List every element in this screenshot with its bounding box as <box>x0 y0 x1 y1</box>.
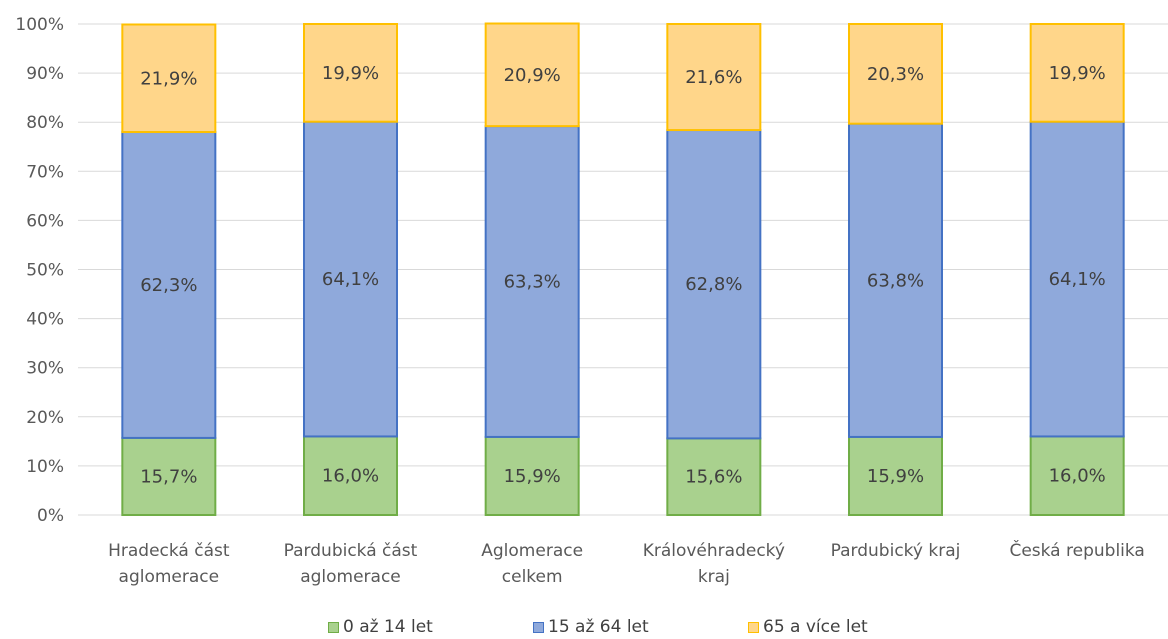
x-category-label: Pardubická část aglomerace <box>284 541 418 587</box>
data-label: 63,3% <box>504 272 561 293</box>
data-label: 16,0% <box>322 466 379 487</box>
y-tick-label: 0% <box>37 506 64 526</box>
data-label: 19,9% <box>1049 63 1106 84</box>
bar-segment <box>303 23 398 123</box>
legend-swatch-2 <box>748 621 759 633</box>
data-label: 15,6% <box>685 467 742 488</box>
y-tick-label: 30% <box>26 359 64 379</box>
bar-segment <box>666 437 762 516</box>
bar-segment <box>848 23 943 125</box>
y-tick-label: 20% <box>26 408 64 428</box>
data-label: 21,9% <box>140 68 197 89</box>
data-label: 62,8% <box>685 274 742 295</box>
bar-segment <box>121 131 217 439</box>
legend-item-0: 0 až 14 let <box>328 617 433 637</box>
data-label: 64,1% <box>1049 269 1106 290</box>
bar-segment <box>121 23 217 134</box>
bar-segment <box>1029 23 1125 123</box>
bar-segment <box>121 436 217 516</box>
y-tick-label: 70% <box>26 162 64 182</box>
y-tick-label: 50% <box>26 261 64 281</box>
data-label: 16,0% <box>1049 466 1106 487</box>
y-tick-label: 100% <box>15 15 64 35</box>
legend-item-2: 65 a více let <box>748 617 868 637</box>
data-label: 64,1% <box>322 269 379 290</box>
bar-segment <box>1029 435 1125 516</box>
data-label: 15,9% <box>867 466 924 487</box>
bar-segment <box>848 435 943 516</box>
data-label: 15,7% <box>140 466 197 487</box>
bar-segment <box>484 125 580 438</box>
bar-segment <box>303 435 398 516</box>
x-category-label: Hradecká část aglomerace <box>108 541 230 587</box>
y-tick-label: 80% <box>26 113 64 133</box>
legend-label-1: 15 až 64 let <box>548 617 649 637</box>
legend: 0 až 14 let 15 až 64 let 65 a více let <box>0 617 1168 639</box>
legend-label-0: 0 až 14 let <box>343 617 433 637</box>
y-tick-label: 10% <box>26 457 64 477</box>
x-category-label: Aglomerace celkem <box>481 541 583 587</box>
bar-segment <box>666 23 762 132</box>
data-label: 62,3% <box>140 275 197 296</box>
data-label: 20,9% <box>504 65 561 86</box>
bar-segment <box>666 129 762 440</box>
data-label: 19,9% <box>322 63 379 84</box>
bar-segment <box>484 22 580 128</box>
x-category-label: Česká republika <box>1009 539 1144 561</box>
legend-item-1: 15 až 64 let <box>533 617 649 637</box>
legend-swatch-0 <box>328 621 339 633</box>
bar-segment <box>303 120 398 438</box>
chart-svg: 0% 10% 20% 30% 40% 50% 60% 70% 80% 90% 100% 15,7% 62… <box>15 15 1168 587</box>
data-label: 15,9% <box>504 466 561 487</box>
y-tick-label: 90% <box>26 64 64 84</box>
legend-label-2: 65 a více let <box>763 617 868 637</box>
x-category-label: Pardubický kraj <box>831 541 961 561</box>
data-label: 63,8% <box>867 270 924 291</box>
x-category-label: Královéhradecký kraj <box>643 541 785 587</box>
y-tick-label: 60% <box>26 211 64 231</box>
legend-swatch-1 <box>533 621 544 633</box>
y-tick-label: 40% <box>26 310 64 330</box>
data-label: 20,3% <box>867 64 924 85</box>
data-label: 21,6% <box>685 67 742 88</box>
